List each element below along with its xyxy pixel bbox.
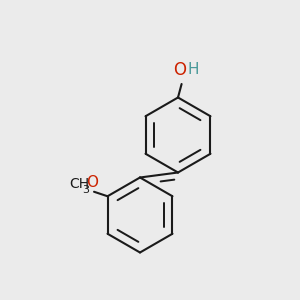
Text: O: O xyxy=(86,175,98,190)
Text: O: O xyxy=(173,61,186,80)
Text: H: H xyxy=(187,62,199,77)
Text: 3: 3 xyxy=(82,185,89,195)
Text: CH: CH xyxy=(69,177,89,191)
